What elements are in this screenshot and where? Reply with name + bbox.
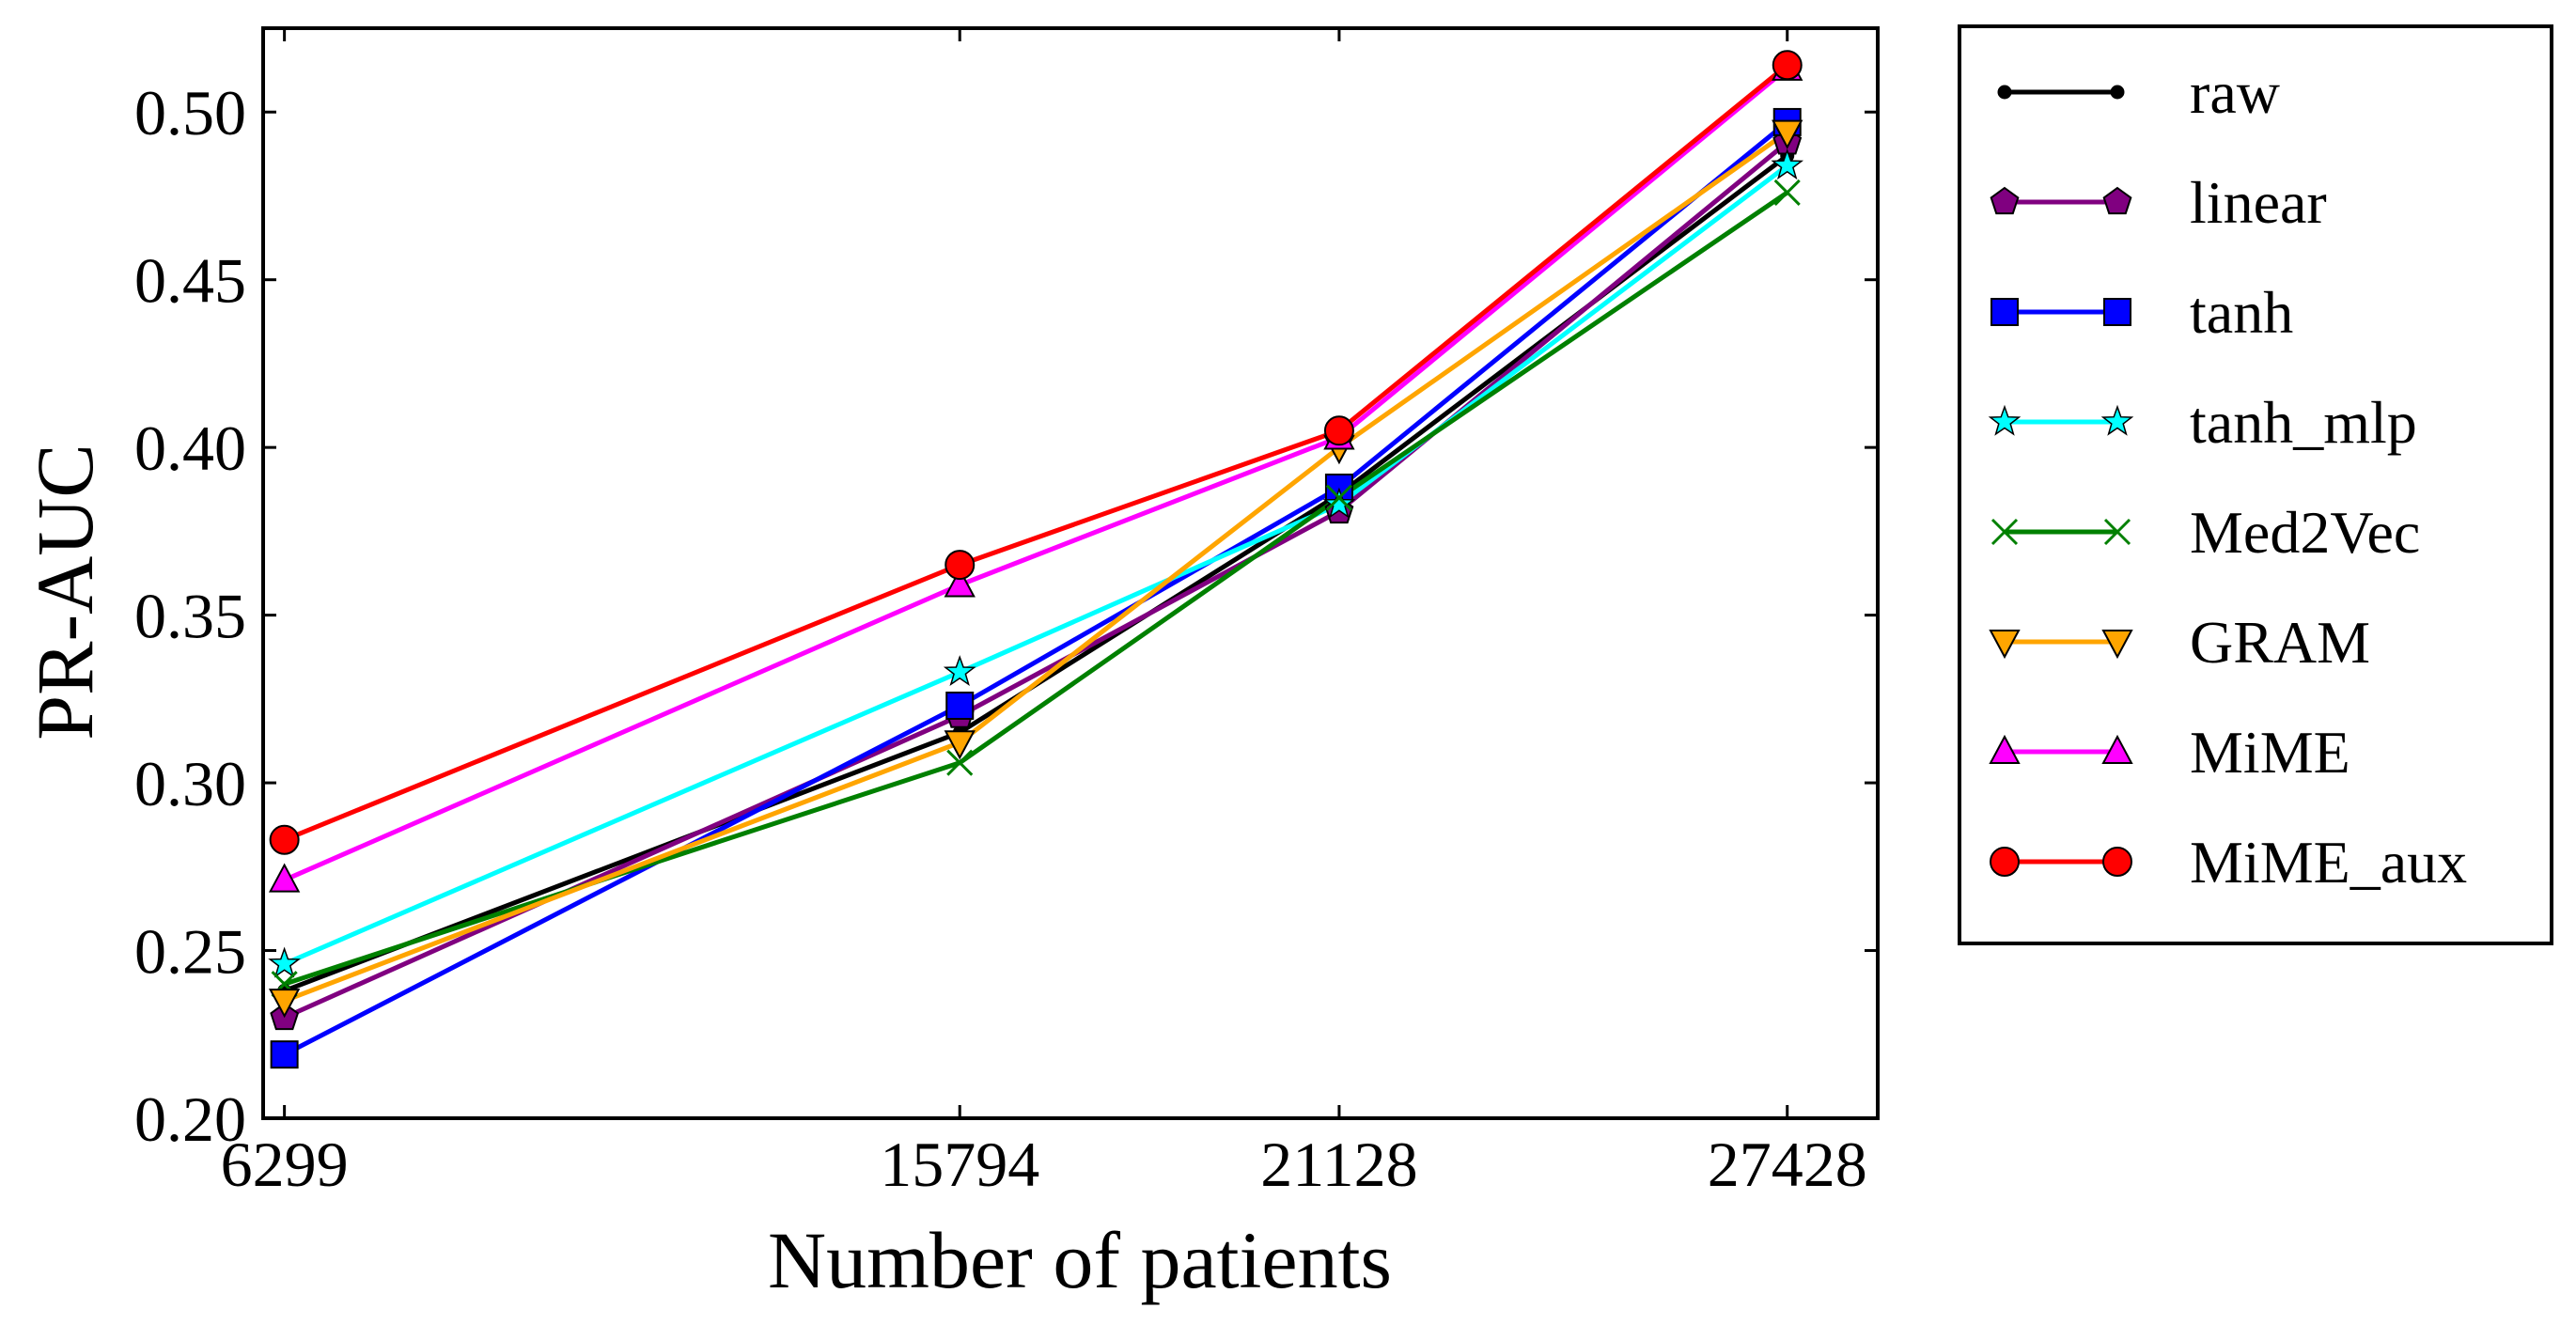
legend-marker — [2101, 630, 2133, 660]
legend-marker — [2110, 85, 2125, 100]
data-point-mime-aux — [269, 824, 300, 855]
data-point-tanh — [945, 691, 975, 720]
series-line-tanh-mlp — [283, 164, 1789, 967]
data-point-mime-aux — [945, 550, 976, 581]
legend-marker — [1989, 734, 2021, 764]
legend-marker — [2103, 298, 2131, 326]
legend-label: MiME_aux — [2190, 829, 2467, 896]
legend-entry-raw: raw — [1997, 59, 2280, 126]
y-tick-label: 0.30 — [134, 748, 246, 819]
plot-area — [268, 50, 1804, 1069]
legend-entry-linear: linear — [1990, 169, 2327, 236]
data-point-mime-aux — [1323, 415, 1354, 446]
legend-label: linear — [2190, 169, 2327, 236]
data-point-tanh-mlp — [1771, 148, 1804, 180]
x-tick-label: 15794 — [880, 1129, 1039, 1200]
legend-entry-gram: GRAM — [1989, 609, 2370, 676]
series-line-mime-aux — [283, 63, 1789, 843]
data-point-gram — [1772, 119, 1803, 149]
y-tick-label: 0.20 — [134, 1083, 246, 1155]
series-line-gram — [283, 130, 1789, 1004]
legend-entry-mime-aux: MiME_aux — [1990, 829, 2467, 896]
x-stroke — [1773, 179, 1801, 206]
y-tick-label: 0.50 — [134, 77, 246, 148]
legend-marker — [1997, 85, 2012, 100]
data-point-gram — [944, 730, 976, 760]
legend-marker — [2102, 186, 2132, 215]
data-point-mime-aux — [1772, 50, 1803, 81]
legend-marker — [1988, 404, 2022, 436]
data-point-tanh-mlp — [268, 946, 301, 978]
legend-label: raw — [2190, 59, 2280, 126]
legend-entry-mime: MiME — [1989, 719, 2350, 786]
legend: raw linear tanh tanh_mlp Med2Vec GRAM MiME MiME… — [1958, 24, 2553, 945]
axes: 0.20 0.25 0.30 0.35 0.40 0.45 0.50 6299 15794 211… — [20, 26, 1880, 1305]
y-tick-label: 0.40 — [134, 413, 246, 484]
data-point-tanh — [270, 1040, 299, 1069]
y-tick-label: 0.35 — [134, 581, 246, 652]
x-tick-label: 21128 — [1260, 1129, 1417, 1200]
legend-label: tanh_mlp — [2190, 389, 2417, 456]
x-stroke — [1991, 518, 2019, 546]
x-stroke — [2103, 518, 2131, 546]
y-tick-label: 0.45 — [134, 245, 246, 317]
data-point-med2vec — [1325, 484, 1352, 511]
legend-entry-med2vec: Med2Vec — [1991, 499, 2420, 566]
data-point-tanh-mlp — [943, 655, 976, 687]
plot-frame — [261, 26, 1880, 1120]
legend-label: Med2Vec — [2190, 499, 2420, 566]
x-stroke — [946, 749, 974, 776]
legend-marker — [1991, 298, 2019, 326]
legend-entry-tanh: tanh — [1991, 279, 2293, 346]
legend-marker — [2102, 847, 2132, 877]
data-point-med2vec — [946, 749, 974, 776]
data-point-med2vec — [1773, 179, 1801, 206]
x-tick-label: 6299 — [221, 1129, 349, 1200]
data-point-mime — [944, 568, 976, 598]
y-tick-label: 0.25 — [134, 916, 246, 988]
legend-marker — [1991, 518, 2019, 546]
legend-box — [1958, 24, 2553, 945]
legend-marker — [1990, 847, 2020, 877]
series-line-mime — [283, 66, 1789, 882]
data-point-tanh-mlp — [1322, 487, 1356, 519]
legend-label: MiME — [2190, 719, 2350, 786]
legend-label: GRAM — [2190, 609, 2370, 676]
legend-marker — [1990, 186, 2020, 215]
x-axis-title: Number of patients — [768, 1215, 1392, 1305]
legend-entry-tanh-mlp: tanh_mlp — [1988, 389, 2417, 456]
data-point-gram — [268, 989, 301, 1019]
legend-marker — [2103, 518, 2131, 546]
legend-marker — [2101, 734, 2133, 764]
data-point-mime — [268, 863, 301, 893]
legend-label: tanh — [2190, 279, 2293, 346]
legend-marker — [1989, 630, 2021, 660]
legend-marker — [2100, 404, 2134, 436]
series-line-linear — [283, 140, 1789, 1021]
x-tick-label: 27428 — [1708, 1129, 1867, 1200]
x-stroke — [1325, 484, 1352, 511]
y-axis-title: PR-AUC — [20, 444, 110, 740]
